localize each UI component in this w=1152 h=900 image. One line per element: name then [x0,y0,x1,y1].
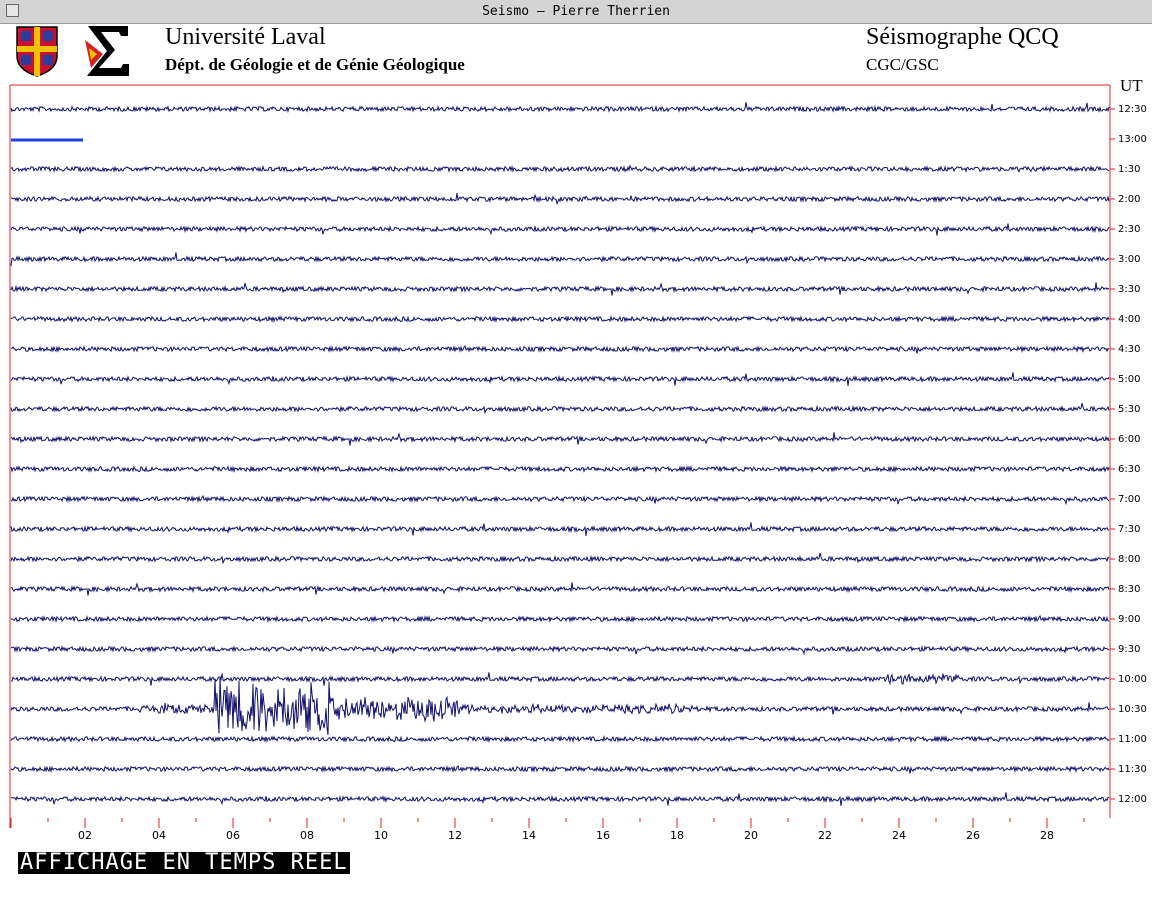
trace [10,164,1110,174]
seismogram: UT 02 04 06 08 10 12 14 16 18 20 22 24 26 28 12:30 13:0… [9,76,1147,842]
minute-label: 10 [374,829,388,842]
title-bar: Seismo – Pierre Therrien [0,0,1152,24]
minute-label: 14 [522,829,536,842]
trace [10,764,1110,774]
minute-label: 26 [966,829,980,842]
minute-label: 04 [152,829,166,842]
agency-name: CGC/GSC [866,55,939,74]
trace [10,192,1110,206]
row-label: 1:30 [1118,164,1140,175]
row-label: 5:00 [1118,374,1140,385]
row-label: 13:00 [1118,134,1147,145]
row-label: 10:00 [1118,674,1147,685]
status-banner: AFFICHAGE EN TEMPS REEL [18,850,350,875]
trace [10,315,1110,324]
time-zone-label: UT [1120,76,1143,95]
trace [10,614,1110,624]
trace [10,372,1110,386]
trace [10,223,1110,236]
trace [10,465,1110,474]
window-menu-button[interactable] [6,4,19,17]
trace [10,432,1110,446]
trace [10,344,1110,354]
window-title: Seismo – Pierre Therrien [482,4,670,19]
minute-label: 28 [1040,829,1054,842]
trace [10,672,1110,686]
trace [10,552,1110,565]
trace [10,522,1110,536]
row-label: 7:30 [1118,524,1140,535]
row-label: 6:00 [1118,434,1140,445]
trace [10,792,1110,806]
minute-label: 16 [596,829,610,842]
row-label: 3:30 [1118,284,1140,295]
minute-label: 20 [744,829,758,842]
row-label: 10:30 [1118,704,1147,715]
row-label: 4:30 [1118,344,1140,355]
row-label: 11:00 [1118,734,1147,745]
row-label: 2:30 [1118,224,1140,235]
trace [10,402,1110,415]
minute-label: 08 [300,829,314,842]
trace [10,735,1110,744]
row-label: 5:30 [1118,404,1140,415]
row-label: 12:30 [1118,104,1147,115]
trace [10,582,1110,596]
minute-label: 12 [448,829,462,842]
trace [10,494,1110,506]
row-label: 6:30 [1118,464,1140,475]
row-label: 9:00 [1118,614,1140,625]
sigma-logo [85,26,129,76]
department-name: Dépt. de Géologie et de Génie Géologique [165,55,465,74]
trace [10,677,1110,735]
row-label: 2:00 [1118,194,1140,205]
row-label: 7:00 [1118,494,1140,505]
trace [10,252,1110,266]
row-label: 4:00 [1118,314,1140,325]
trace [10,102,1110,114]
row-label: 12:00 [1118,794,1147,805]
institution-name: Université Laval [165,24,326,50]
minute-label: 06 [226,829,240,842]
minute-label: 18 [670,829,684,842]
minute-label: 22 [818,829,832,842]
minute-label: 02 [78,829,92,842]
station-name: Séismographe QCQ [866,24,1059,50]
row-label: 11:30 [1118,764,1147,775]
laval-crest [16,26,58,77]
row-label: 8:00 [1118,554,1140,565]
row-label: 9:30 [1118,644,1140,655]
minute-label: 24 [892,829,906,842]
row-label: 8:30 [1118,584,1140,595]
trace [10,645,1110,656]
row-label: 3:00 [1118,254,1140,265]
trace [10,282,1110,296]
